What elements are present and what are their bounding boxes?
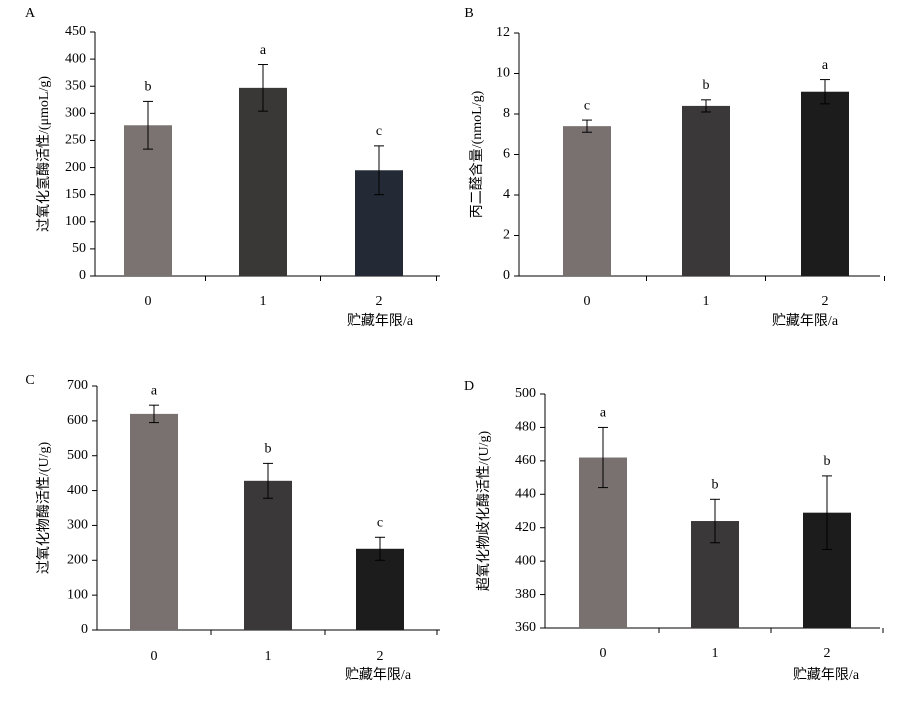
x-tick-label: 1 [265,649,272,664]
y-tick-label: 400 [67,483,88,498]
y-tick-label: 4 [503,187,510,202]
y-tick-label: 10 [496,66,510,81]
bar [563,126,611,277]
y-tick-label: 400 [65,51,86,66]
significance-label: a [151,383,158,398]
x-tick-label: 0 [584,294,591,309]
x-tick-label: 1 [712,646,719,661]
panel-label: A [25,6,36,21]
y-axis-label: 丙二醛含量/(nmoL/g) [469,90,485,218]
y-axis-label: 超氧化物歧化酶活性/(U/g) [476,431,492,592]
significance-label: c [376,124,382,139]
y-tick-label: 500 [515,386,536,401]
x-tick-label: 0 [600,646,607,661]
y-tick-label: 150 [65,187,86,202]
x-tick-label: 1 [260,294,267,309]
x-axis-label: 贮藏年限/a [345,667,412,683]
x-tick-label: 2 [824,646,831,661]
y-tick-label: 300 [65,106,86,121]
y-tick-label: 420 [515,520,536,535]
significance-label: c [584,98,590,113]
y-axis-label: 过氧化物酶活性/(U/g) [36,442,52,575]
y-tick-label: 0 [503,268,510,283]
x-axis-label: 贮藏年限/a [793,667,860,683]
bar [239,87,287,276]
y-tick-label: 450 [65,24,86,39]
significance-label: a [822,58,829,73]
y-tick-label: 600 [67,413,88,428]
y-tick-label: 440 [515,487,536,502]
significance-label: b [824,454,831,469]
y-tick-label: 200 [65,160,86,175]
y-tick-label: 700 [67,378,88,393]
y-tick-label: 500 [67,448,88,463]
y-axis-label: 过氧化氢酶活性/(μmoL/g) [36,76,52,232]
bar [124,125,172,276]
bar [244,480,292,630]
bar [801,91,849,276]
x-axis-label: 贮藏年限/a [347,313,414,329]
significance-label: c [377,515,383,530]
y-tick-label: 360 [515,620,536,635]
y-tick-label: 250 [65,133,86,148]
panel-label: B [464,6,473,21]
bar [130,413,178,630]
significance-label: b [703,78,710,93]
y-tick-label: 400 [515,553,536,568]
y-tick-label: 0 [79,268,86,283]
x-tick-label: 0 [151,649,158,664]
x-tick-label: 2 [822,294,829,309]
y-tick-label: 300 [67,518,88,533]
y-tick-label: 460 [515,453,536,468]
significance-label: a [260,43,267,58]
significance-label: b [712,478,719,493]
y-tick-label: 50 [72,241,86,256]
x-tick-label: 2 [377,649,384,664]
panel-label: D [464,379,474,394]
bar [682,105,730,277]
x-tick-label: 1 [703,294,710,309]
significance-label: b [265,442,272,457]
y-tick-label: 380 [515,587,536,602]
bar [356,548,404,630]
y-tick-label: 100 [67,587,88,602]
y-tick-label: 6 [503,147,510,162]
y-tick-label: 200 [67,553,88,568]
y-tick-label: 100 [65,214,86,229]
y-tick-label: 8 [503,106,510,121]
x-tick-label: 0 [145,294,152,309]
y-tick-label: 480 [515,420,536,435]
significance-label: b [145,80,152,95]
y-tick-label: 350 [65,78,86,93]
y-tick-label: 12 [496,25,510,40]
panel-label: C [25,373,34,388]
y-tick-label: 0 [81,622,88,637]
x-tick-label: 2 [376,294,383,309]
y-tick-label: 2 [503,228,510,243]
significance-label: a [600,406,607,421]
x-axis-label: 贮藏年限/a [772,313,839,329]
